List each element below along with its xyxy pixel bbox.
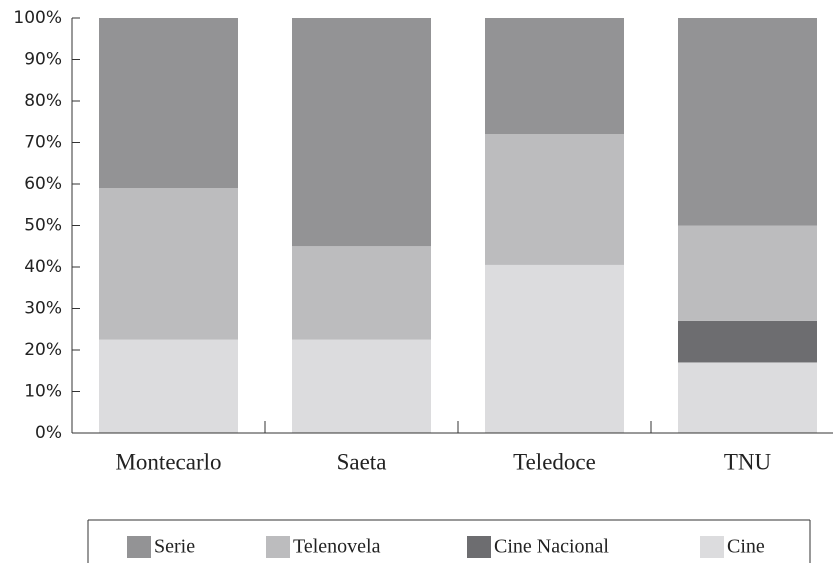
legend-label: Cine Nacional <box>494 536 609 558</box>
y-tick-label: 30% <box>24 299 62 319</box>
bar-segment <box>292 18 431 247</box>
bar-segment <box>678 362 817 433</box>
y-tick-label: 100% <box>13 8 62 28</box>
y-tick-label: 50% <box>24 216 62 236</box>
x-tick-label: TNU <box>724 449 772 474</box>
y-tick-label: 20% <box>24 340 62 360</box>
legend-label: Telenovela <box>293 536 381 558</box>
bar-segment <box>292 246 431 340</box>
bar-segment <box>678 225 817 321</box>
bar-segment <box>99 18 238 189</box>
x-tick-label: Montecarlo <box>115 449 221 474</box>
x-tick-label: Saeta <box>337 449 387 474</box>
bar-segment <box>678 18 817 226</box>
legend-label: Cine <box>727 536 765 558</box>
y-tick-label: 10% <box>24 382 62 402</box>
y-tick-label: 90% <box>24 50 62 70</box>
bar-segment <box>678 320 817 363</box>
legend-swatch <box>127 536 151 558</box>
legend-label: Serie <box>154 536 195 558</box>
bar-segment <box>485 134 624 265</box>
y-tick-label: 0% <box>35 423 62 443</box>
legend-swatch <box>266 536 290 558</box>
bar-segment <box>99 188 238 340</box>
legend-swatch <box>467 536 491 558</box>
bar-segment <box>99 339 238 433</box>
y-tick-label: 40% <box>24 257 62 277</box>
y-tick-label: 80% <box>24 91 62 111</box>
bar-segment <box>292 339 431 433</box>
bar-segment <box>485 18 624 135</box>
legend-swatch <box>700 536 724 558</box>
y-tick-label: 60% <box>24 174 62 194</box>
bar-segment <box>485 264 624 433</box>
x-tick-label: Teledoce <box>513 449 596 474</box>
y-tick-label: 70% <box>24 133 62 153</box>
